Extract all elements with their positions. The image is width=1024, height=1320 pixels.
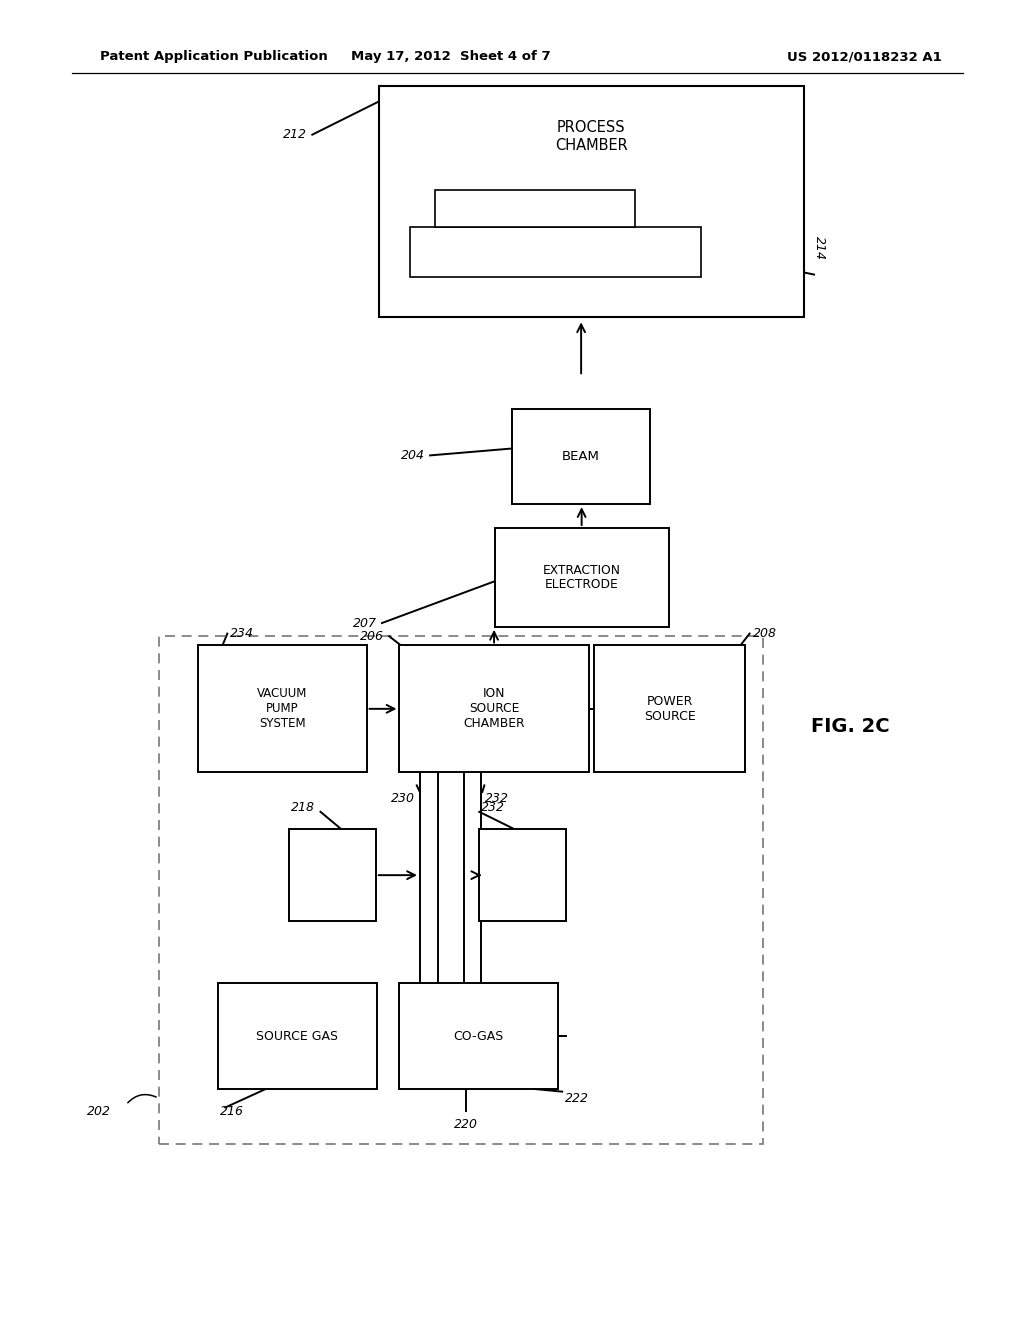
Text: 214: 214 <box>813 236 825 260</box>
Text: CO-GAS: CO-GAS <box>454 1030 504 1043</box>
Text: 216: 216 <box>220 1105 244 1118</box>
Bar <box>495 528 669 627</box>
Text: SOURCE GAS: SOURCE GAS <box>256 1030 339 1043</box>
Bar <box>512 409 650 504</box>
Bar <box>289 829 376 921</box>
Text: 206: 206 <box>360 630 384 643</box>
Bar <box>479 829 566 921</box>
Text: 232: 232 <box>481 801 505 814</box>
Text: Patent Application Publication: Patent Application Publication <box>100 50 328 63</box>
Text: PROCESS
CHAMBER: PROCESS CHAMBER <box>555 120 628 153</box>
Text: US 2012/0118232 A1: US 2012/0118232 A1 <box>787 50 942 63</box>
Bar <box>218 983 377 1089</box>
Text: POWER
SOURCE: POWER SOURCE <box>644 694 695 723</box>
Text: 232: 232 <box>485 792 509 805</box>
Text: EXTRACTION
ELECTRODE: EXTRACTION ELECTRODE <box>543 564 621 591</box>
Text: 212: 212 <box>284 128 307 141</box>
Bar <box>435 190 635 227</box>
Text: 204: 204 <box>401 449 425 462</box>
Text: ION
SOURCE
CHAMBER: ION SOURCE CHAMBER <box>463 688 525 730</box>
Bar <box>159 636 763 1144</box>
Text: 230: 230 <box>391 792 415 805</box>
Bar <box>379 86 804 317</box>
Bar <box>399 645 589 772</box>
Bar <box>198 645 367 772</box>
Text: 208: 208 <box>753 627 776 640</box>
Text: BEAM: BEAM <box>562 450 600 463</box>
Text: 202: 202 <box>87 1105 111 1118</box>
Text: 234: 234 <box>230 627 254 640</box>
Text: 222: 222 <box>565 1092 589 1105</box>
Bar <box>410 227 701 277</box>
Text: FIG. 2C: FIG. 2C <box>811 717 889 735</box>
Text: 218: 218 <box>292 801 315 814</box>
Text: 207: 207 <box>353 616 377 630</box>
Bar <box>399 983 558 1089</box>
Text: 220: 220 <box>454 1118 478 1131</box>
Text: VACUUM
PUMP
SYSTEM: VACUUM PUMP SYSTEM <box>257 688 307 730</box>
Bar <box>594 645 745 772</box>
Text: May 17, 2012  Sheet 4 of 7: May 17, 2012 Sheet 4 of 7 <box>351 50 550 63</box>
